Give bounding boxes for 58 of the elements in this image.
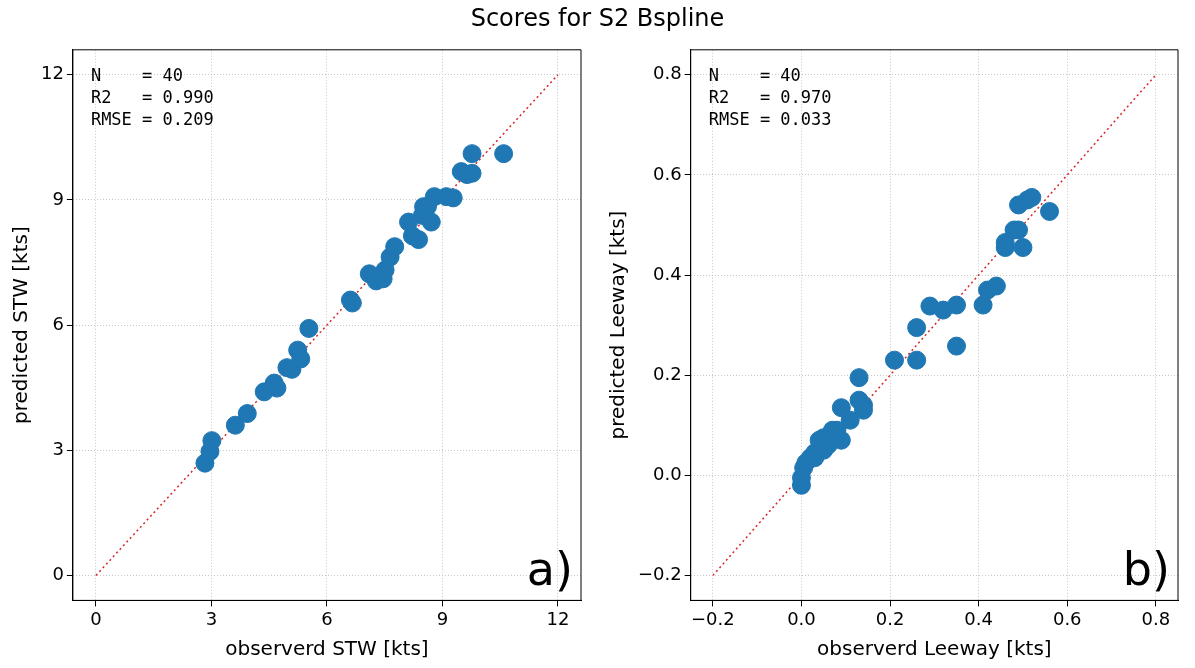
y-tick-label: 0.0 xyxy=(653,462,682,484)
point xyxy=(421,212,441,232)
point xyxy=(385,237,405,257)
point xyxy=(462,144,482,164)
point xyxy=(237,404,257,424)
y-axis-title: predicted Leeway [kts] xyxy=(605,210,630,440)
annotation: R2 = 0.970 xyxy=(708,86,832,107)
x-axis-title: observerd Leeway [kts] xyxy=(817,636,1052,661)
point xyxy=(840,410,860,430)
x-tick-label: 0 xyxy=(90,607,102,629)
annotation: b) xyxy=(1122,542,1170,597)
y-tick-label: −0.2 xyxy=(637,563,682,585)
point xyxy=(1013,238,1033,258)
point xyxy=(849,368,869,388)
annotation: R2 = 0.990 xyxy=(90,86,214,107)
point xyxy=(1040,201,1060,221)
point xyxy=(947,295,966,315)
point xyxy=(831,398,851,418)
point xyxy=(884,350,904,370)
x-tick-label: 6 xyxy=(321,607,333,629)
annotation: RMSE = 0.209 xyxy=(90,108,214,129)
y-tick-label: 0.4 xyxy=(653,262,682,284)
point xyxy=(1022,187,1042,207)
chart-title: Scores for S2 Bspline xyxy=(469,4,726,32)
y-tick-label: 0.8 xyxy=(653,62,682,84)
x-tick-label: 0.4 xyxy=(964,607,993,629)
x-tick-label: 12 xyxy=(546,607,570,629)
x-tick-label: −0.2 xyxy=(691,607,735,629)
y-axis-title: predicted STW [kts] xyxy=(8,226,33,424)
x-tick-label: 0.6 xyxy=(1052,607,1082,629)
point xyxy=(986,276,1006,296)
point xyxy=(907,318,927,338)
point xyxy=(973,295,993,315)
x-axis-title: observerd STW [kts] xyxy=(225,636,429,661)
y-tick-label: 9 xyxy=(52,187,64,209)
y-tick-label: 0 xyxy=(52,563,64,585)
y-tick-label: 0.2 xyxy=(653,362,682,384)
annotation: N = 40 xyxy=(90,64,184,85)
point xyxy=(494,144,514,164)
annotation: RMSE = 0.033 xyxy=(708,108,832,129)
x-tick-label: 0.8 xyxy=(1141,607,1171,629)
point xyxy=(291,349,311,369)
point xyxy=(299,318,319,338)
y-tick-label: 6 xyxy=(52,312,64,334)
x-tick-label: 9 xyxy=(436,607,449,629)
annotation: N = 40 xyxy=(708,64,801,85)
y-tick-label: 0.6 xyxy=(653,162,682,184)
point xyxy=(225,415,245,435)
x-tick-label: 0.0 xyxy=(787,607,816,629)
y-tick-label: 12 xyxy=(41,62,64,84)
x-tick-label: 3 xyxy=(205,607,218,629)
annotation: a) xyxy=(526,542,573,597)
point xyxy=(907,350,927,370)
point xyxy=(947,336,966,356)
point xyxy=(409,230,429,250)
point xyxy=(202,431,222,451)
x-tick-label: 0.2 xyxy=(875,607,905,629)
y-tick-label: 3 xyxy=(52,437,64,459)
